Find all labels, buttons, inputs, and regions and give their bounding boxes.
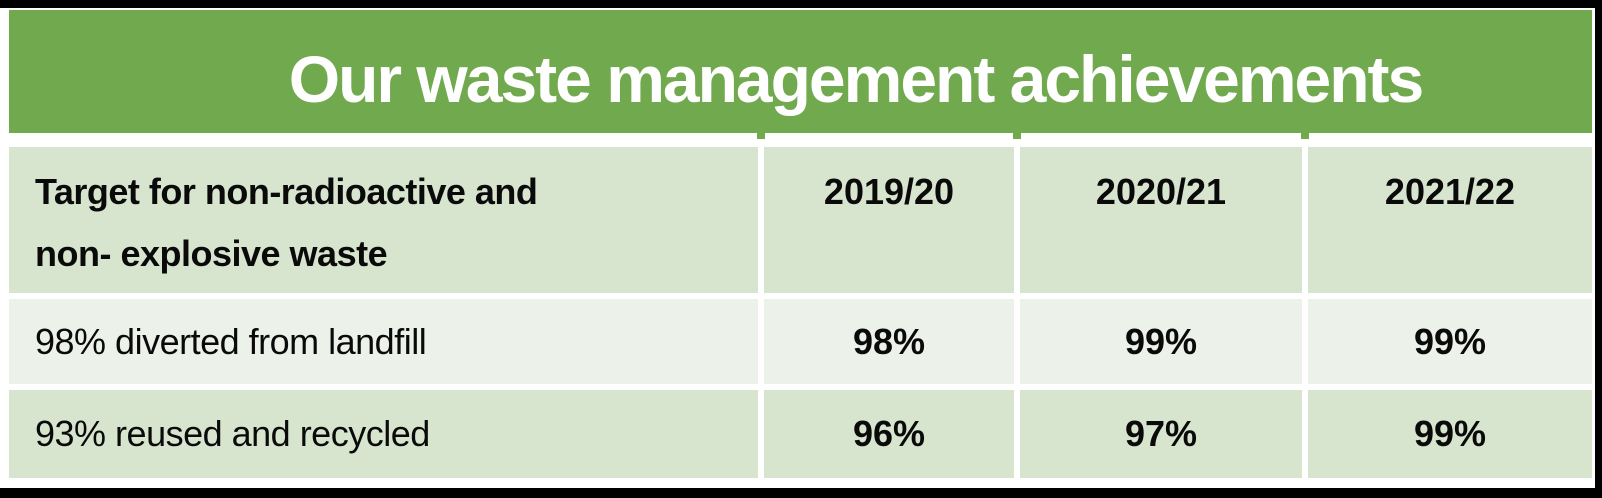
value-reused-2020-21: 97% — [1020, 390, 1302, 478]
header-cell-year-2020-21: 2020/21 — [1020, 147, 1302, 293]
frame-border-top — [0, 0, 1602, 8]
value-diverted-2021-22: 99% — [1308, 299, 1592, 384]
banner-gutter-tab — [1013, 133, 1021, 139]
header-target-line1: Target for non-radioactive and — [35, 171, 538, 212]
frame-border-bottom — [0, 488, 1602, 498]
row-label-diverted-from-landfill: 98% diverted from landfill — [9, 299, 758, 384]
header-target-line2: non- explosive waste — [35, 233, 388, 274]
row-label-reused-and-recycled: 93% reused and recycled — [9, 390, 758, 478]
frame-border-right — [1595, 0, 1602, 498]
header-cell-year-2021-22: 2021/22 — [1308, 147, 1592, 293]
value-diverted-2019-20: 98% — [764, 299, 1014, 384]
value-reused-2019-20: 96% — [764, 390, 1014, 478]
banner-gutter-tab — [757, 133, 765, 139]
banner-gutter-tab — [1301, 133, 1309, 139]
achievements-table: Target for non-radioactive and non- expl… — [9, 147, 1592, 478]
value-diverted-2020-21: 99% — [1020, 299, 1302, 384]
page-title: Our waste management achievements — [288, 41, 1424, 116]
header-cell-target: Target for non-radioactive and non- expl… — [9, 147, 758, 293]
header-cell-year-2019-20: 2019/20 — [764, 147, 1014, 293]
title-banner: Our waste management achievements — [9, 10, 1592, 133]
value-reused-2021-22: 99% — [1308, 390, 1592, 478]
